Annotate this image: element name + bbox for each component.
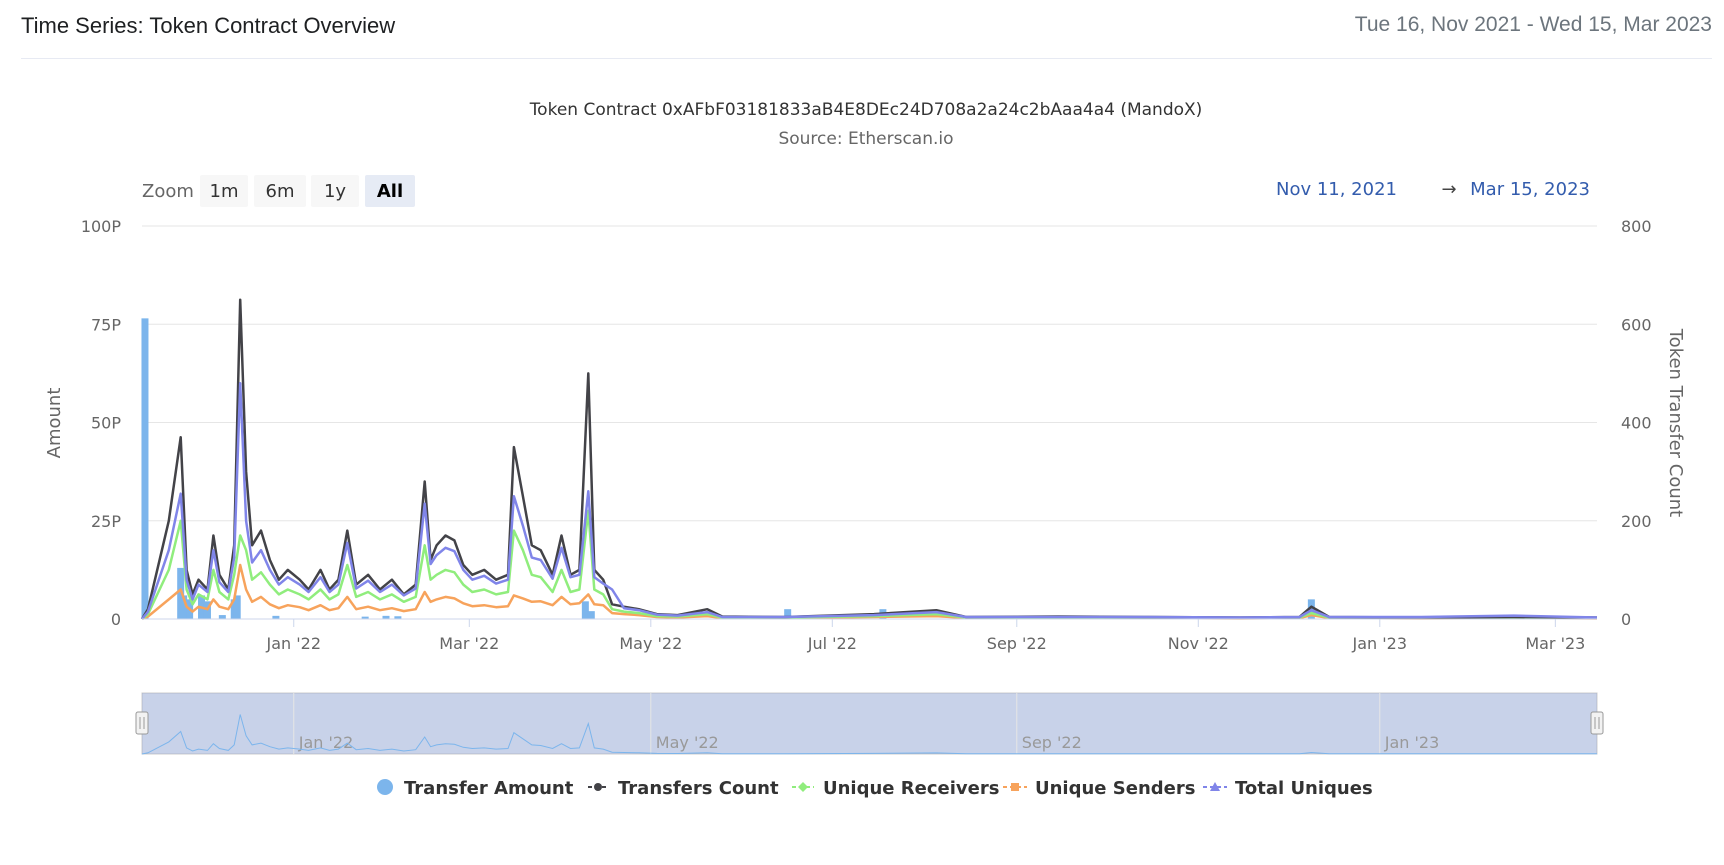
transfer-amount-bar[interactable] bbox=[382, 615, 390, 619]
series-line-unique-senders[interactable] bbox=[141, 563, 1598, 621]
zoom-button-all[interactable]: All bbox=[365, 175, 415, 207]
chart-title: Token Contract 0xAFbF03181833aB4E8DEc24D… bbox=[529, 100, 1203, 120]
y-right-tick-label: 400 bbox=[1621, 414, 1652, 433]
transfer-amount-bar[interactable] bbox=[581, 601, 589, 619]
grid-lines bbox=[142, 225, 1597, 522]
series-line-total-uniques[interactable] bbox=[141, 381, 1598, 620]
x-axis: Jan '22 Mar '22 May '22 Jul '22 Sep '22 Nov '… bbox=[265, 619, 1585, 653]
x-tick-label: Jan '22 bbox=[265, 634, 321, 653]
legend-item-total-uniques[interactable]: Total Uniques bbox=[1203, 778, 1373, 799]
y-left-tick-label: 0 bbox=[111, 610, 121, 629]
zoom-button-1y-label: 1y bbox=[324, 181, 346, 202]
transfer-amount-bar[interactable] bbox=[218, 615, 226, 619]
x-tick-label: Sep '22 bbox=[987, 634, 1047, 653]
x-tick-label: Mar '22 bbox=[439, 634, 499, 653]
transfer-amount-bar[interactable] bbox=[233, 595, 241, 619]
transfer-amount-bar[interactable] bbox=[587, 611, 595, 619]
navigator-track[interactable] bbox=[141, 692, 1598, 755]
series-line-transfers-count[interactable] bbox=[140, 298, 1598, 620]
range-from-input[interactable]: Nov 11, 2021 bbox=[1276, 179, 1397, 200]
navigator-handle-left[interactable] bbox=[135, 711, 149, 735]
navigator-tick-label: Sep '22 bbox=[1022, 733, 1082, 752]
zoom-button-all-label: All bbox=[377, 181, 403, 202]
transfer-amount-bar[interactable] bbox=[394, 616, 402, 619]
zoom-button-1m[interactable]: 1m bbox=[200, 175, 248, 207]
range-to-input[interactable]: Mar 15, 2023 bbox=[1470, 179, 1590, 200]
legend-item-transfers-count[interactable]: Transfers Count bbox=[588, 778, 779, 799]
chart-subtitle: Source: Etherscan.io bbox=[778, 129, 953, 149]
x-tick-label: Mar '23 bbox=[1525, 634, 1585, 653]
y-right-tick-label: 600 bbox=[1621, 315, 1652, 334]
header-divider bbox=[21, 58, 1712, 59]
page-title: Time Series: Token Contract Overview bbox=[21, 13, 396, 38]
legend-item-unique-receivers[interactable]: Unique Receivers bbox=[792, 778, 999, 799]
zoom-button-1m-label: 1m bbox=[210, 181, 239, 202]
x-tick-label: Jan '23 bbox=[1352, 634, 1408, 653]
legend-label-transfer-amount: Transfer Amount bbox=[404, 778, 574, 799]
transfer-amount-bar[interactable] bbox=[180, 595, 188, 619]
series-line-unique-receivers[interactable] bbox=[141, 509, 1598, 620]
legend-label-transfers-count: Transfers Count bbox=[618, 778, 779, 799]
y-left-tick-label: 25P bbox=[91, 512, 121, 531]
navigator-mask[interactable] bbox=[142, 693, 1597, 754]
transfer-amount-bar[interactable] bbox=[177, 567, 185, 619]
legend-label-total-uniques: Total Uniques bbox=[1235, 778, 1373, 799]
y-right-tick-label: 800 bbox=[1621, 217, 1652, 236]
zoom-label: Zoom bbox=[142, 181, 194, 202]
legend-label-unique-receivers: Unique Receivers bbox=[823, 778, 999, 799]
date-range-label: Tue 16, Nov 2021 - Wed 15, Mar 2023 bbox=[1354, 13, 1712, 36]
legend-symbol-total-uniques bbox=[1210, 782, 1220, 791]
zoom-button-6m-label: 6m bbox=[266, 181, 295, 202]
y-axis-left-title: Amount bbox=[44, 388, 65, 459]
transfer-amount-bar[interactable] bbox=[272, 615, 280, 619]
transfer-amount-bar[interactable] bbox=[141, 318, 149, 619]
y-right-tick-label: 200 bbox=[1621, 512, 1652, 531]
y-axis-right-title: Token Transfer Count bbox=[1665, 328, 1686, 518]
zoom-button-6m[interactable]: 6m bbox=[254, 175, 306, 207]
navigator-handle-right[interactable] bbox=[1590, 711, 1604, 735]
transfer-amount-bar[interactable] bbox=[784, 609, 792, 619]
zoom-button-1y[interactable]: 1y bbox=[311, 175, 359, 207]
y-left-tick-label: 50P bbox=[91, 414, 121, 433]
legend-symbol-transfers-count bbox=[594, 783, 602, 791]
transfer-amount-bar[interactable] bbox=[361, 616, 369, 619]
navigator-series-line bbox=[141, 714, 1597, 755]
navigator-tick-label: Jan '22 bbox=[298, 733, 354, 752]
y-left-tick-label: 75P bbox=[91, 315, 121, 334]
page-header: Time Series: Token Contract Overview Tue… bbox=[0, 0, 1724, 60]
legend-symbol-unique-senders bbox=[1011, 783, 1019, 791]
y-right-tick-label: 0 bbox=[1621, 610, 1631, 629]
y-left-tick-label: 100P bbox=[81, 217, 122, 236]
x-tick-label: Nov '22 bbox=[1168, 634, 1229, 653]
y-axis-right: 0 200 400 600 800 bbox=[1621, 217, 1652, 629]
legend-symbol-transfer-amount bbox=[377, 779, 393, 795]
navigator-tick-label: May '22 bbox=[656, 733, 719, 752]
legend-symbol-unique-receivers bbox=[798, 782, 808, 792]
legend-item-transfer-amount[interactable]: Transfer Amount bbox=[377, 778, 574, 799]
range-selector: Zoom 1m 6m 1y All Nov 11, 2021 → Mar 15,… bbox=[142, 175, 1590, 207]
navigator-tick-label: Jan '23 bbox=[1384, 733, 1440, 752]
x-tick-label: May '22 bbox=[619, 634, 682, 653]
legend: Transfer Amount Transfers Count Unique R… bbox=[377, 778, 1373, 799]
navigator-grid: Jan '22 May '22 Sep '22 Jan '23 bbox=[293, 693, 1440, 754]
x-tick-label: Jul '22 bbox=[807, 634, 857, 653]
y-axis-left: 0 25P 50P 75P 100P bbox=[81, 217, 122, 629]
legend-item-unique-senders[interactable]: Unique Senders bbox=[1003, 778, 1195, 799]
range-arrow: → bbox=[1441, 179, 1456, 200]
navigator[interactable]: Jan '22 May '22 Sep '22 Jan '23 bbox=[135, 692, 1604, 755]
series-lines bbox=[140, 298, 1598, 621]
legend-label-unique-senders: Unique Senders bbox=[1035, 778, 1195, 799]
